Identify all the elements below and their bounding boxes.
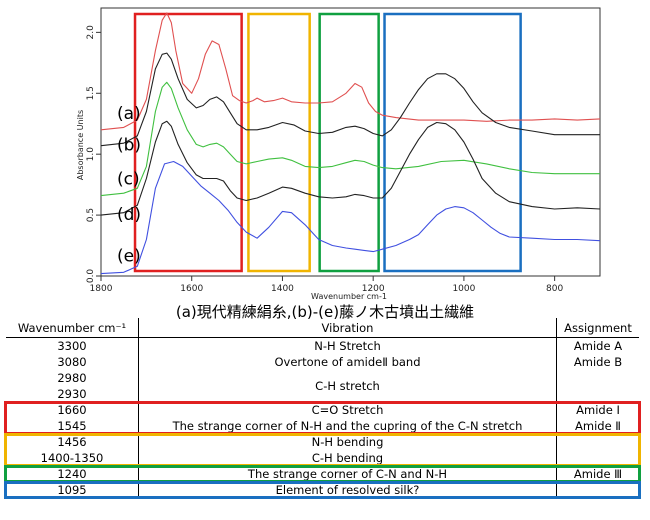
spectra-series <box>100 12 601 275</box>
header-vibration: Vibration <box>138 318 557 338</box>
table-row: 1400-1350 C-H bending <box>6 450 639 466</box>
cell-wavenumber: 1545 <box>57 419 87 433</box>
cell-vibration: The strange corner of N-H and the cuprin… <box>138 418 557 434</box>
highlight-regions <box>133 12 522 273</box>
cell-wavenumber: 2980 <box>57 371 87 385</box>
sample-label: (d) <box>117 205 141 225</box>
cell-assignment <box>557 450 640 466</box>
table-row: 3300 N-H Stretch Amide A <box>6 337 639 354</box>
cell-vibration: Overtone of amideⅡ band <box>138 354 557 370</box>
region-box <box>247 12 311 273</box>
y-tick-label: 0.5 <box>86 208 96 222</box>
cell-assignment: Amide Ⅲ <box>573 467 623 481</box>
table-row: 1240 The strange corner of C-N and N-H A… <box>6 466 639 482</box>
cell-vibration: Element of resolved silk? <box>138 482 557 498</box>
series-line-b <box>100 52 600 147</box>
cell-wavenumber: 3080 <box>57 355 87 369</box>
y-axis-title: Absorbance Units <box>76 110 85 180</box>
series-line-d <box>100 120 601 216</box>
cell-wavenumber: 1240 <box>57 467 87 481</box>
sample-label: (a) <box>117 104 141 124</box>
x-tick-label: 1200 <box>362 284 385 294</box>
cell-wavenumber: 1660 <box>57 403 87 417</box>
series-line-a <box>100 12 601 131</box>
cell-wavenumber: 2930 <box>57 387 87 401</box>
sample-label: (c) <box>117 170 140 190</box>
cell-vibration: C=O Stretch <box>138 402 557 418</box>
cell-assignment: Amide B <box>573 355 623 369</box>
series-line-c <box>100 81 600 197</box>
y-tick-label: 0.0 <box>86 269 96 284</box>
y-tick-label: 2.0 <box>86 25 96 40</box>
cell-vibration: C-H bending <box>138 450 557 466</box>
table-row: 2930 <box>6 386 639 402</box>
x-tick-label: 800 <box>546 284 563 294</box>
plot-frame <box>100 7 601 277</box>
sample-labels: (a) (b) (c) (d) (e) <box>117 104 141 267</box>
cell-vibration: The strange corner of C-N and N-H <box>138 466 557 482</box>
cell-vibration: N-H bending <box>138 434 557 450</box>
table-header-row: Wavenumber cm⁻¹ Vibration Assignment <box>6 318 639 338</box>
cell-assignment <box>557 482 640 498</box>
series-line-e <box>100 160 601 275</box>
y-tick-label: 1.0 <box>86 147 96 162</box>
cell-wavenumber: 1456 <box>57 435 87 449</box>
region-box <box>318 12 380 273</box>
cell-wavenumber: 1095 <box>57 483 87 497</box>
sample-label: (b) <box>117 135 141 155</box>
ftir-spectrum-chart: 1800 1600 1400 1200 1000 800 0.0 0.5 1.0 1.5 2.0 (… <box>76 7 601 300</box>
cell-vibration: C-H stretch <box>138 370 557 402</box>
x-tick-label: 1800 <box>90 284 113 294</box>
cell-vibration: N-H Stretch <box>138 337 557 354</box>
table-row: 1456 N-H bending <box>6 434 639 450</box>
table-row: 1095 Element of resolved silk? <box>6 482 639 498</box>
x-axis-title: Wavenumber cm-1 <box>311 292 387 300</box>
cell-assignment <box>557 370 640 386</box>
cell-wavenumber: 1400-1350 <box>40 451 104 465</box>
table-row: 1660 C=O Stretch Amide Ⅰ <box>6 402 639 418</box>
x-tick-label: 1600 <box>180 284 203 294</box>
cell-assignment: Amide Ⅰ <box>576 403 620 417</box>
assignment-table: Wavenumber cm⁻¹ Vibration Assignment 330… <box>6 318 639 498</box>
region-box <box>133 12 243 273</box>
table-row: 1545 The strange corner of N-H and the c… <box>6 418 639 434</box>
header-assignment: Assignment <box>556 318 639 338</box>
cell-assignment <box>557 434 640 450</box>
table-row: 3080 Overtone of amideⅡ band Amide B <box>6 354 639 370</box>
cell-assignment: Amide A <box>573 339 623 353</box>
table-row: 2980 C-H stretch <box>6 370 640 402</box>
x-tick-label: 1000 <box>452 284 475 294</box>
sample-label: (e) <box>117 246 141 266</box>
y-tick-label: 1.5 <box>86 86 96 100</box>
x-tick-label: 1400 <box>271 284 294 294</box>
header-wavenumber: Wavenumber cm⁻¹ <box>6 318 139 338</box>
region-box <box>383 12 522 273</box>
chart-axes: 1800 1600 1400 1200 1000 800 0.0 0.5 1.0 1.5 2.0 <box>86 7 601 294</box>
cell-wavenumber: 3300 <box>57 339 87 353</box>
cell-assignment: Amide Ⅱ <box>575 419 621 433</box>
figure-caption: (a)現代精練絹糸,(b)-(e)藤ノ木古墳出土繊維 <box>175 303 475 321</box>
cell-assignment <box>557 386 640 402</box>
